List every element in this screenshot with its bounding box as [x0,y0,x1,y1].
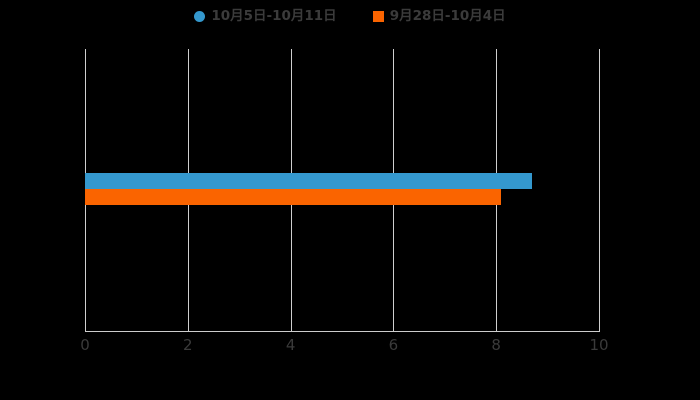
x-tick-label-0: 0 [80,336,90,354]
plot-area [85,49,600,331]
bar-series-0-china[interactable] [85,173,533,189]
x-tick-label-2: 2 [183,336,193,354]
gridline-10 [599,49,600,331]
x-tick-label-8: 8 [491,336,501,354]
bar-series-1-china[interactable] [85,189,502,205]
category-axis: 中国 [0,49,700,331]
legend-entry-1[interactable]: 9月28日-10月4日 [372,8,506,24]
x-tick-label-10: 10 [589,336,609,354]
legend-entry-0[interactable]: 10月5日-10月11日 [194,8,337,24]
x-tick-label-6: 6 [388,336,399,354]
square-marker-icon [372,10,384,22]
legend-label-0: 10月5日-10月11日 [211,8,337,24]
legend-label-1: 9月28日-10月4日 [389,8,506,24]
x-axis-line [85,331,600,332]
x-tick-label-4: 4 [285,336,296,354]
chart-legend: 10月5日-10月11日 9月28日-10月4日 [0,5,700,27]
circle-marker-icon [194,10,206,22]
